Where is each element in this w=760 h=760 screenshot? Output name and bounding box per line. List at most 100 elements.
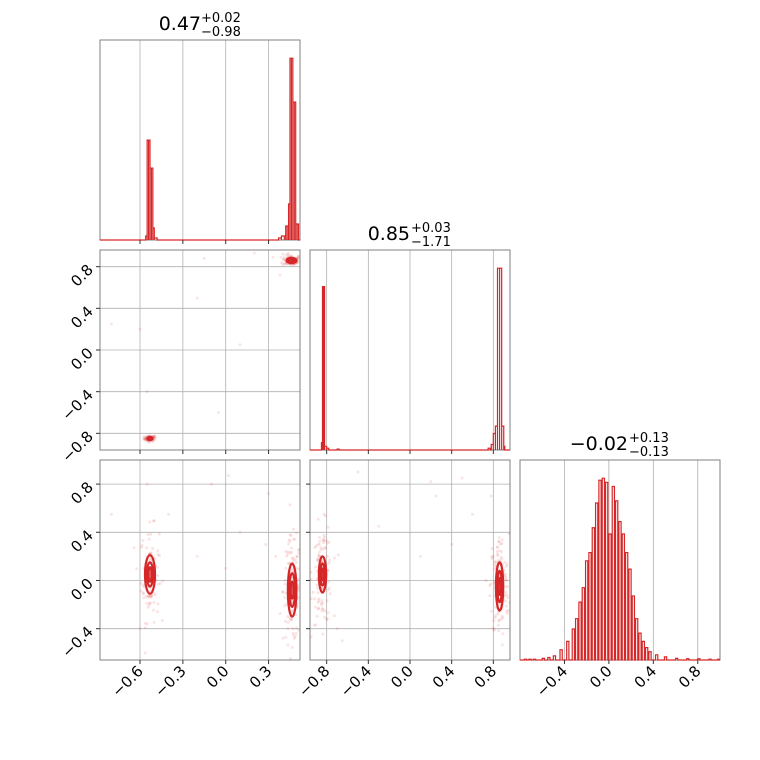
scatter-layer — [307, 470, 510, 660]
sample-point — [492, 562, 496, 566]
outlier-point — [278, 273, 282, 277]
sample-point — [315, 614, 319, 618]
sample-point — [315, 583, 319, 587]
y-tick-label: −0.8 — [58, 427, 96, 465]
sample-point — [152, 600, 156, 604]
sample-point — [317, 542, 321, 546]
sample-point — [142, 435, 146, 439]
title-param-3-lower: −0.13 — [629, 445, 669, 460]
title-param-1-upper: +0.02 — [201, 11, 241, 26]
sample-point — [139, 581, 143, 585]
sample-point — [500, 614, 504, 618]
sample-point — [156, 553, 160, 557]
sample-point — [491, 555, 495, 559]
sample-point — [147, 440, 151, 444]
sample-point — [149, 532, 153, 536]
sample-point — [156, 565, 160, 569]
sample-point — [500, 557, 504, 561]
sample-point — [152, 620, 156, 624]
sample-point — [144, 594, 148, 598]
sample-point — [321, 539, 325, 543]
sample-point — [282, 255, 286, 259]
sample-point — [284, 252, 288, 256]
x-tick-label: 0.3 — [246, 662, 276, 692]
x-tick-label: −0.3 — [151, 662, 189, 700]
sample-point — [132, 546, 136, 550]
sample-point — [325, 541, 329, 545]
sample-point — [317, 597, 321, 601]
sample-point — [292, 633, 296, 637]
outlier-point — [217, 411, 221, 414]
sample-point — [490, 555, 494, 559]
outlier-point — [274, 554, 278, 558]
sample-point — [488, 583, 492, 587]
sample-point — [158, 553, 162, 557]
sample-point — [281, 258, 285, 262]
sample-point — [145, 622, 149, 626]
sample-point — [290, 610, 294, 614]
sample-point — [284, 566, 288, 570]
sample-point — [326, 611, 330, 615]
sample-point — [286, 561, 290, 565]
sample-point — [143, 436, 147, 440]
sample-point — [317, 606, 321, 610]
sample-point — [325, 554, 329, 558]
sample-point — [496, 623, 500, 627]
sample-point — [142, 596, 146, 600]
sample-point — [492, 619, 496, 623]
title-param-1-median: 0.47 — [159, 13, 201, 35]
sample-point — [504, 578, 508, 582]
sample-point — [296, 256, 300, 260]
sample-point — [299, 597, 300, 601]
sample-point — [320, 609, 324, 613]
sample-point — [291, 559, 295, 563]
sample-point — [149, 595, 153, 599]
sample-point — [320, 606, 324, 610]
sample-point — [148, 520, 152, 524]
sample-point — [286, 643, 290, 647]
sample-point — [143, 651, 147, 655]
histogram-panel-param-3: −0.4 0.0 0.4 0.8 — [519, 459, 721, 701]
outlier-point — [195, 554, 199, 558]
sample-point — [148, 601, 152, 605]
sample-point — [147, 603, 151, 607]
sample-point — [328, 592, 332, 596]
sample-point — [286, 627, 290, 631]
sample-point — [286, 552, 290, 556]
y-tick-label: 0.0 — [67, 344, 97, 374]
sample-point — [503, 585, 507, 589]
sample-point — [290, 546, 294, 550]
sample-point — [295, 567, 299, 571]
outlier-point — [264, 542, 268, 546]
histogram-panel-param-2 — [309, 249, 511, 454]
sample-point — [290, 556, 294, 560]
sample-point — [298, 584, 300, 588]
density-contour — [147, 566, 153, 583]
title-param-1: 0.47 — [159, 13, 201, 35]
sample-point — [307, 548, 310, 551]
sample-point — [500, 550, 504, 554]
sample-point — [281, 257, 285, 261]
sample-point — [332, 614, 336, 618]
title-param-2-upper: +0.03 — [411, 221, 451, 236]
sample-point — [319, 548, 323, 552]
sample-point — [146, 533, 150, 537]
sample-point — [498, 542, 502, 546]
sample-point — [493, 560, 497, 564]
sample-point — [141, 539, 145, 543]
outlier-point — [434, 494, 438, 498]
y-tick-label: 0.4 — [67, 302, 97, 332]
sample-point — [297, 548, 300, 552]
sample-point — [504, 564, 508, 568]
sample-point — [508, 601, 510, 605]
outlier-point — [145, 390, 149, 394]
sample-point — [156, 610, 160, 614]
outlier-point — [209, 482, 213, 486]
density-contour — [147, 436, 153, 441]
outlier-point — [489, 494, 493, 498]
outlier-point — [167, 512, 171, 516]
sample-point — [496, 612, 500, 616]
sample-point — [288, 533, 292, 537]
sample-point — [323, 615, 327, 619]
sample-point — [140, 543, 144, 547]
